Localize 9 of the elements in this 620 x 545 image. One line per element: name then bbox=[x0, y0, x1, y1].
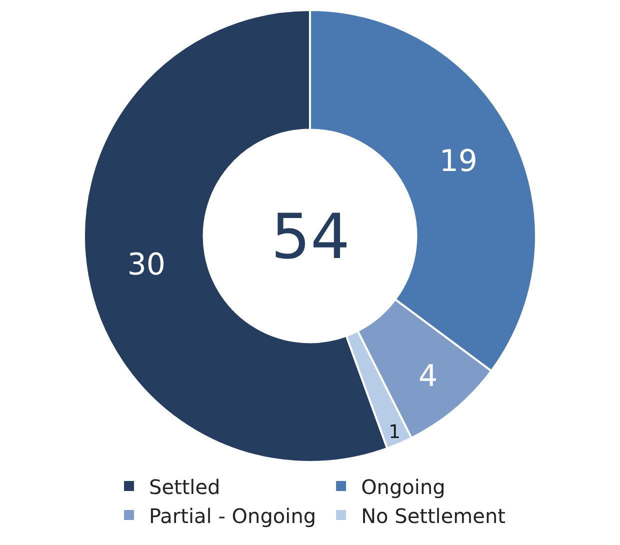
data-label: 30 bbox=[127, 247, 166, 282]
legend-label: Ongoing bbox=[361, 474, 446, 499]
text: 54 bbox=[271, 200, 350, 273]
data-label: 1 bbox=[388, 422, 401, 444]
legend-label: Settled bbox=[149, 474, 220, 499]
legend-label: Partial - Ongoing bbox=[149, 504, 316, 528]
data-label: 19 bbox=[439, 144, 478, 179]
data-label: 4 bbox=[418, 359, 438, 394]
legend-label: No Settlement bbox=[361, 504, 506, 528]
